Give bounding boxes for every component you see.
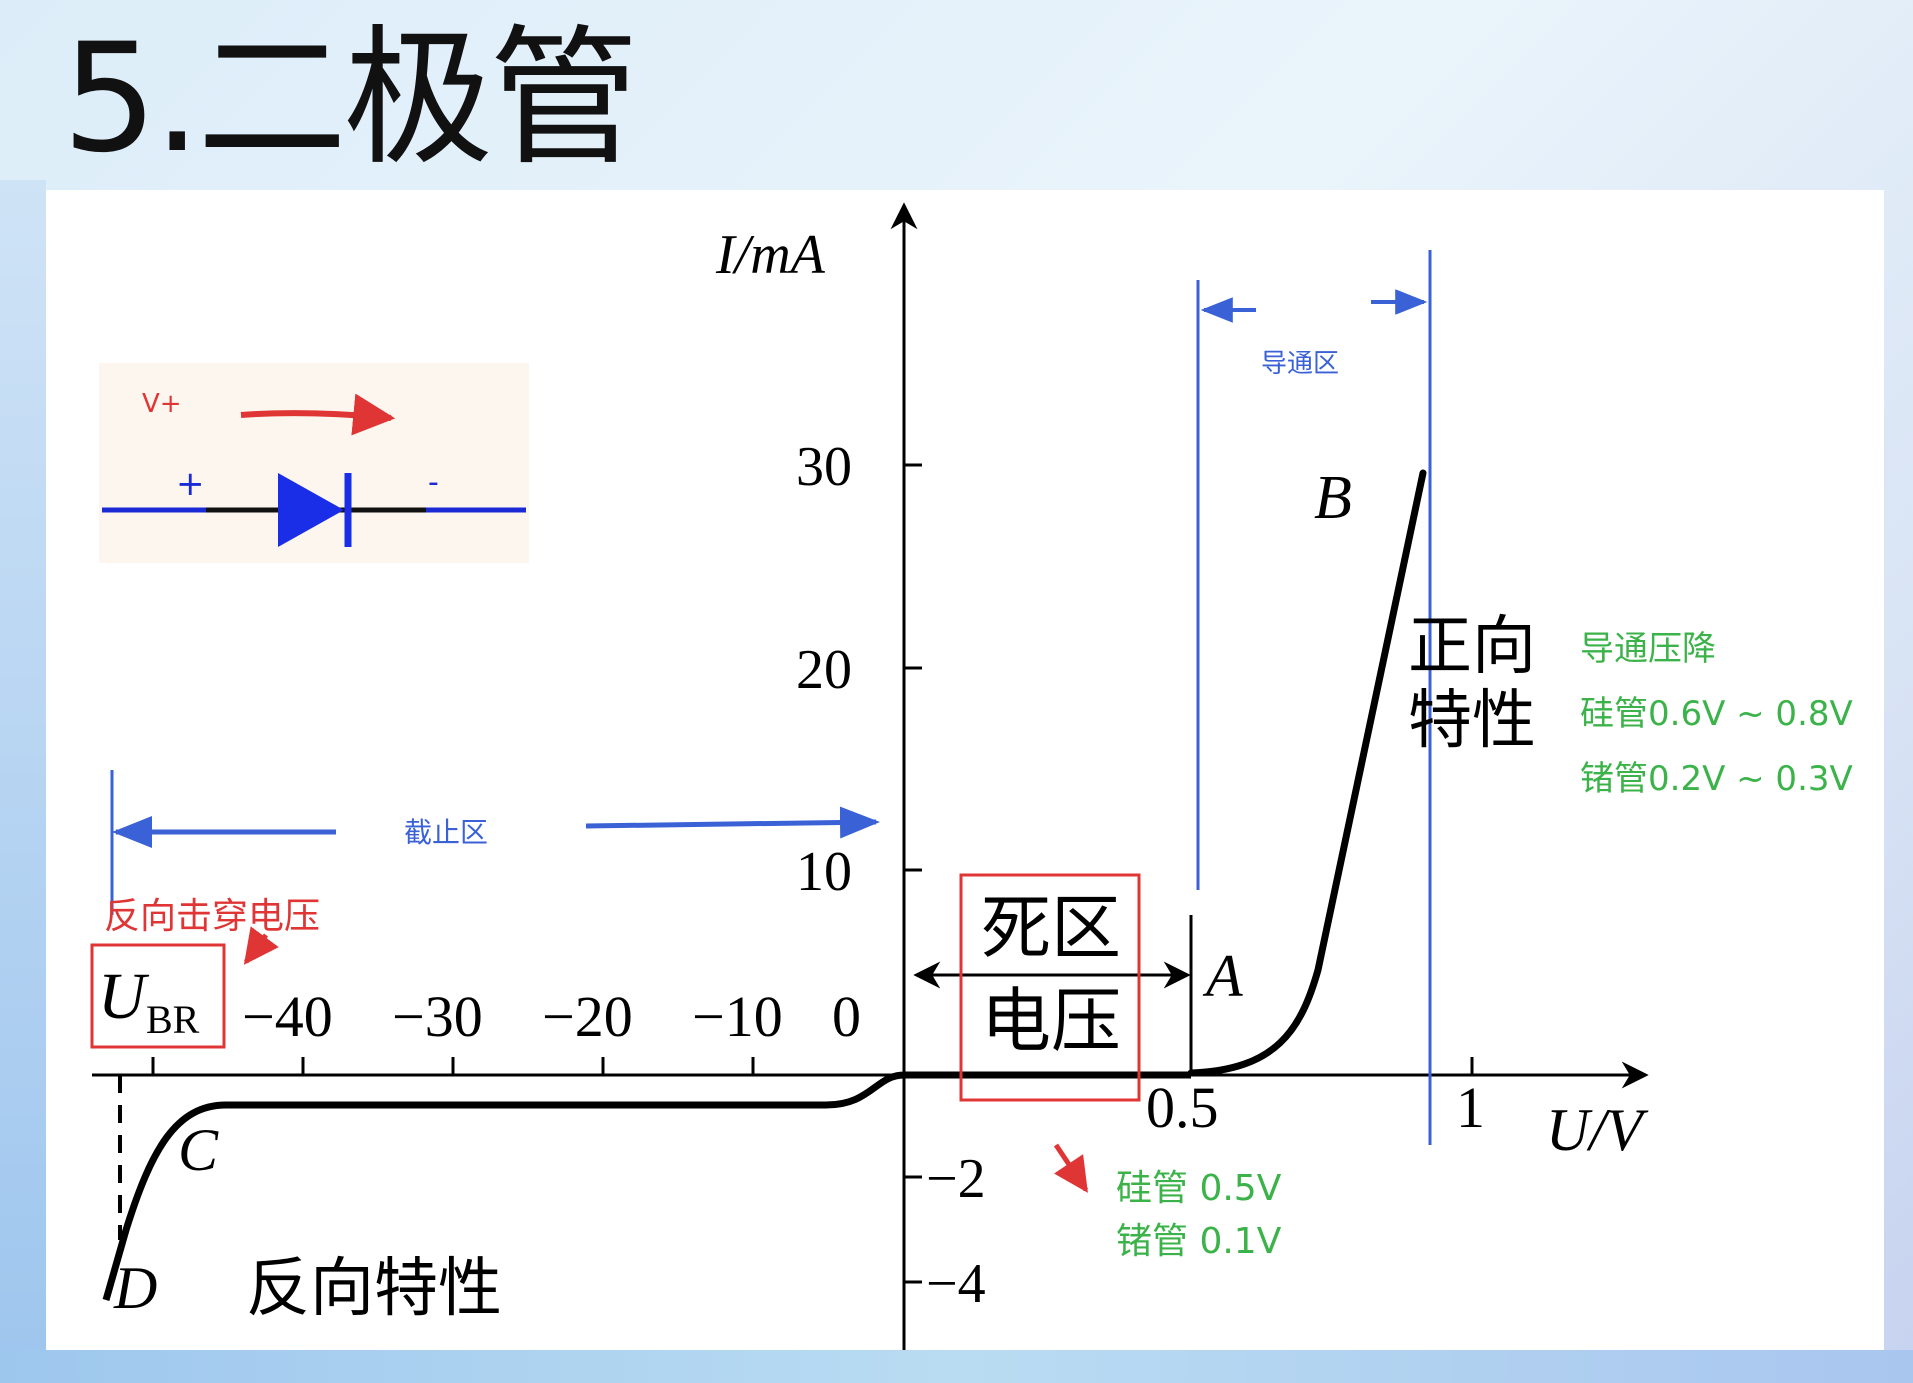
y-tick-minus-2: −2 xyxy=(926,1148,986,1210)
diode-v-plus: V+ xyxy=(142,389,182,419)
forward-label-line2: 特性 xyxy=(1408,684,1536,758)
dead-zone-label-line1: 死区 xyxy=(981,887,1121,969)
ubr-box xyxy=(90,943,226,1049)
x-axis-label: U/V xyxy=(1546,1097,1649,1163)
background-band-left xyxy=(0,180,46,1350)
forward-drop-title: 导通压降 xyxy=(1580,629,1716,669)
diode-triangle-icon xyxy=(278,473,344,547)
x-tick-minus-40: −40 xyxy=(242,984,333,1049)
dead-zone-germanium: 锗管 0.1V xyxy=(1116,1221,1282,1262)
point-b-label: B xyxy=(1314,464,1352,532)
reverse-curve xyxy=(102,1071,905,1301)
cutoff-region-label: 截止区 xyxy=(404,816,488,849)
forward-label-line1: 正向 xyxy=(1408,610,1536,684)
diode-current-arrow xyxy=(240,393,396,436)
y-tick-20: 20 xyxy=(796,639,852,701)
x-tick-0-5: 0.5 xyxy=(1146,1075,1219,1140)
x-tick-1: 1 xyxy=(1456,1075,1485,1140)
point-d-label: D xyxy=(113,1255,157,1321)
diode-symbol: V+ + - xyxy=(99,363,529,563)
y-ticks: 30 20 10 −2 −4 xyxy=(796,436,986,1315)
conduction-region-label: 导通区 xyxy=(1261,349,1339,379)
x-tick-minus-10: −10 xyxy=(692,984,783,1049)
diagram-panel: V+ + - I/mA U/V 30 20 10 −2 −4 −40 −30 −… xyxy=(46,190,1884,1350)
cutoff-arrow-right xyxy=(585,806,880,839)
forward-drop-silicon: 硅管0.6V ~ 0.8V xyxy=(1580,694,1853,734)
background-band-bottom xyxy=(0,1350,1913,1383)
y-axis-label: I/mA xyxy=(715,224,826,286)
iv-characteristic-diagram: V+ + - I/mA U/V 30 20 10 −2 −4 −40 −30 −… xyxy=(90,202,1853,1350)
ubr-subscript: BR xyxy=(146,997,200,1042)
dead-zone-voltage-arrow xyxy=(1053,1143,1089,1193)
y-tick-minus-4: −4 xyxy=(926,1253,986,1315)
reverse-characteristic-label: 反向特性 xyxy=(246,1252,502,1326)
point-a-label: A xyxy=(1202,943,1243,1009)
point-c-label: C xyxy=(178,1117,219,1183)
y-tick-30: 30 xyxy=(796,436,852,498)
x-tick-0: 0 xyxy=(832,984,861,1049)
y-tick-10: 10 xyxy=(796,841,852,903)
diode-plus-sign: + xyxy=(176,464,205,504)
dead-zone-box xyxy=(959,873,1141,1102)
dead-zone-label-line2: 电压 xyxy=(981,980,1121,1062)
diode-inset-background xyxy=(99,363,529,563)
breakdown-voltage-label: 反向击穿电压 xyxy=(104,896,320,937)
page-title: 5.二极管 xyxy=(62,12,639,186)
x-tick-minus-20: −20 xyxy=(542,984,633,1049)
breakdown-arrow xyxy=(243,926,279,965)
ubr-label: U xyxy=(98,960,150,1033)
x-tick-minus-30: −30 xyxy=(392,984,483,1049)
x-ticks: −40 −30 −20 −10 0 0.5 1 xyxy=(151,984,1485,1140)
diode-minus-sign: - xyxy=(428,465,439,500)
forward-curve xyxy=(1187,469,1427,1077)
dead-zone-silicon: 硅管 0.5V xyxy=(1116,1168,1282,1209)
forward-drop-germanium: 锗管0.2V ~ 0.3V xyxy=(1580,759,1853,799)
